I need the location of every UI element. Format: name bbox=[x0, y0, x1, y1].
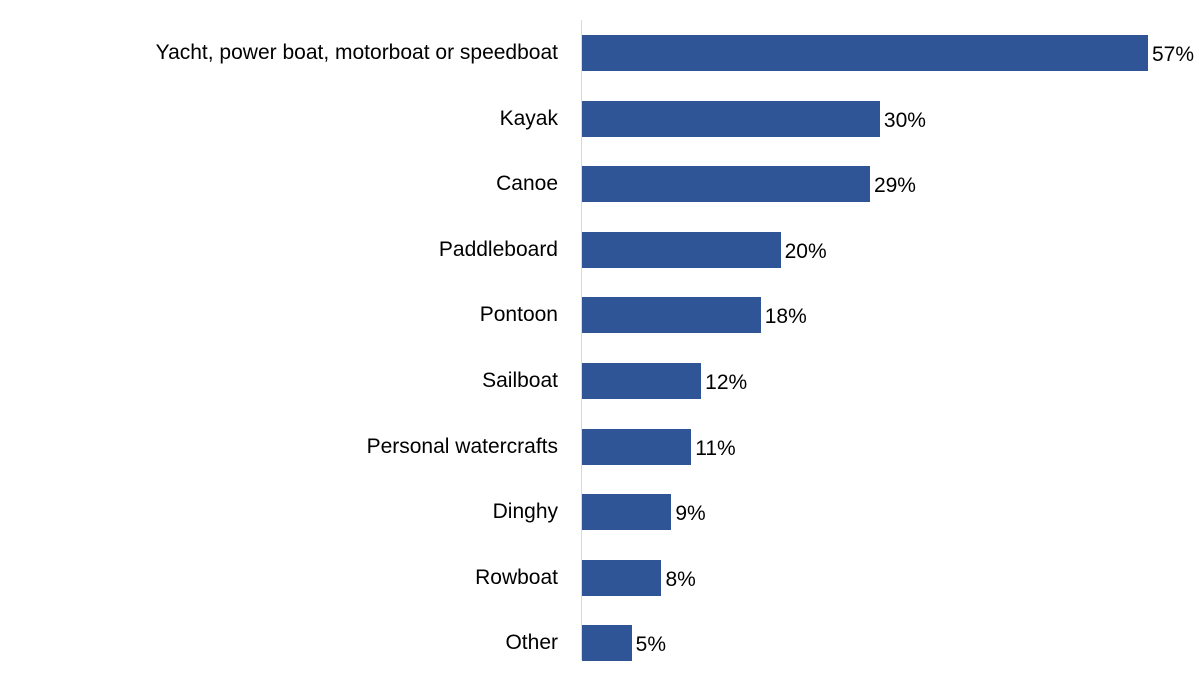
bar bbox=[582, 428, 692, 465]
bar-row: Rowboat 8% bbox=[0, 559, 1200, 596]
bar-row: Paddleboard 20% bbox=[0, 231, 1200, 268]
bar bbox=[582, 166, 870, 203]
category-label: Pontoon bbox=[479, 303, 558, 327]
bar bbox=[582, 35, 1148, 71]
value-label: 30% bbox=[883, 108, 926, 132]
value-label: 11% bbox=[695, 436, 736, 460]
category-label: Canoe bbox=[496, 172, 558, 196]
bar bbox=[582, 559, 662, 596]
category-label: Dinghy bbox=[492, 500, 558, 524]
value-label: 5% bbox=[635, 633, 666, 657]
bar-row: Yacht, power boat, motorboat or speedboa… bbox=[0, 35, 1200, 71]
bar-row: Other 5% bbox=[0, 625, 1200, 662]
category-label: Paddleboard bbox=[438, 237, 558, 261]
category-label: Yacht, power boat, motorboat or speedboa… bbox=[155, 41, 558, 64]
bar bbox=[582, 100, 880, 137]
bar-row: Dinghy 9% bbox=[0, 494, 1200, 531]
category-label: Sailboat bbox=[482, 369, 558, 392]
category-label: Other bbox=[505, 631, 558, 655]
bar-row: Pontoon 18% bbox=[0, 297, 1200, 334]
bar-row: Sailboat 12% bbox=[0, 363, 1200, 399]
bar bbox=[582, 625, 632, 662]
bar-row: Kayak 30% bbox=[0, 100, 1200, 137]
category-axis-line bbox=[581, 20, 582, 660]
value-label: 57% bbox=[1152, 43, 1195, 66]
bar bbox=[582, 297, 761, 334]
bar-row: Personal watercrafts 11% bbox=[0, 428, 1200, 465]
category-label: Personal watercrafts bbox=[366, 434, 558, 458]
bar-row: Canoe 29% bbox=[0, 166, 1200, 203]
category-label: Kayak bbox=[499, 106, 558, 130]
value-label: 20% bbox=[784, 239, 827, 263]
bar bbox=[582, 231, 781, 268]
bar bbox=[582, 494, 672, 531]
value-label: 18% bbox=[764, 305, 807, 329]
bar bbox=[582, 363, 702, 399]
value-label: 29% bbox=[873, 174, 916, 198]
value-label: 12% bbox=[705, 371, 748, 394]
value-label: 9% bbox=[675, 502, 706, 526]
category-label: Rowboat bbox=[475, 565, 558, 589]
value-label: 8% bbox=[665, 567, 696, 591]
